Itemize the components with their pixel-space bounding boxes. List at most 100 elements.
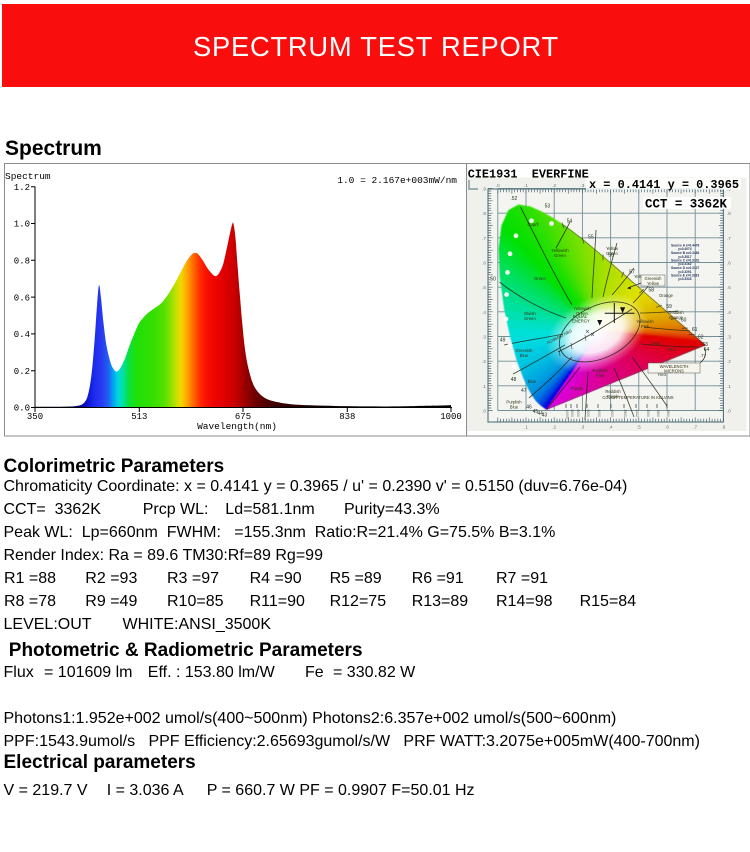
svg-text:62: 62 [698, 335, 704, 341]
svg-text:Pink: Pink [652, 341, 661, 346]
svg-text:COLOR TEMPERATURE IN KELVINS: COLOR TEMPERATURE IN KELVINS [602, 395, 673, 400]
svg-text:Purple: Purple [607, 394, 620, 399]
svg-text:46: 46 [526, 405, 532, 411]
svg-text:Blue: Blue [528, 379, 537, 384]
svg-text:60: 60 [681, 318, 687, 324]
svg-text:0.4: 0.4 [14, 330, 30, 340]
svg-text:.8: .8 [727, 211, 731, 216]
svg-text:Yellowish: Yellowish [573, 306, 591, 311]
svg-text:838: 838 [339, 412, 355, 422]
svg-text:.9: .9 [482, 187, 486, 192]
svg-text:Source C x=0.3101: Source C x=0.3101 [671, 259, 699, 263]
svg-text:.8: .8 [721, 425, 725, 430]
svg-text:.3: .3 [580, 183, 584, 188]
svg-text:.1: .1 [524, 183, 528, 188]
svg-text:45: 45 [533, 409, 539, 415]
svg-text:Reddish: Reddish [605, 389, 621, 394]
svg-text:y=0.3517: y=0.3517 [671, 255, 692, 259]
svg-text:3000: 3000 [610, 410, 614, 418]
svg-text:43: 43 [542, 412, 548, 418]
svg-text:.6: .6 [665, 425, 669, 430]
svg-text:44: 44 [537, 411, 543, 417]
svg-text:.1: .1 [482, 384, 486, 389]
svg-text:2000: 2000 [646, 410, 650, 418]
svg-text:Reddish: Reddish [668, 310, 684, 315]
svg-text:Yellow: Yellow [647, 281, 660, 286]
svg-text:Green: Green [576, 311, 588, 316]
svg-text:WAVELENGTH: WAVELENGTH [660, 364, 689, 369]
svg-text:MICRONS: MICRONS [664, 369, 684, 374]
svg-text:Yellowish: Yellowish [551, 248, 569, 253]
svg-text:Bluish: Bluish [524, 311, 536, 316]
svg-text:.77: .77 [700, 353, 706, 358]
svg-text:Green: Green [524, 316, 536, 321]
svg-text:.6: .6 [727, 261, 731, 266]
svg-text:0.2: 0.2 [14, 367, 30, 377]
svg-text:Yellow: Yellow [606, 246, 619, 251]
svg-text:Source E x=0.3333: Source E x=0.3333 [671, 274, 699, 278]
svg-text:Greenish: Greenish [516, 348, 534, 353]
svg-text:Cuprll: Cuprll [528, 222, 539, 227]
svg-text:Red: Red [668, 347, 676, 352]
svg-text:47: 47 [521, 388, 527, 394]
svg-text:513: 513 [131, 412, 147, 422]
svg-text:Yellow: Yellow [634, 274, 647, 279]
svg-text:Blue: Blue [520, 353, 529, 358]
svg-text:56: 56 [608, 253, 614, 259]
svg-text:.0: .0 [482, 409, 486, 414]
svg-text:57: 57 [629, 270, 635, 276]
svg-text:55: 55 [588, 235, 594, 241]
svg-text:.3: .3 [482, 335, 486, 340]
svg-text:1.0: 1.0 [14, 220, 30, 230]
svg-text:Green: Green [606, 251, 618, 256]
svg-text:.5: .5 [727, 285, 731, 290]
svg-text:8000: 8000 [570, 410, 574, 418]
svg-text:Spectrum: Spectrum [5, 171, 51, 182]
svg-text:Green: Green [554, 253, 566, 258]
svg-text:Orange: Orange [669, 315, 684, 320]
svg-text:6000: 6000 [576, 410, 580, 418]
svg-text:.2: .2 [482, 359, 486, 364]
svg-text:0.6: 0.6 [14, 293, 30, 303]
svg-text:.4: .4 [727, 310, 731, 315]
svg-text:.1: .1 [727, 384, 731, 389]
svg-text:y=0.4074: y=0.4074 [671, 247, 692, 251]
svg-text:50: 50 [490, 277, 496, 283]
svg-text:Yellowish: Yellowish [636, 319, 654, 324]
svg-text:58: 58 [649, 288, 655, 294]
svg-text:CIE1931 EVERFINE: CIE1931 EVERFINE [468, 168, 589, 182]
svg-text:ENERGY: ENERGY [572, 319, 590, 324]
svg-text:53: 53 [545, 204, 551, 210]
svg-text:1000: 1000 [440, 412, 462, 422]
svg-text:Green: Green [534, 276, 546, 281]
svg-text:64: 64 [704, 347, 710, 353]
svg-text:Pink: Pink [596, 373, 605, 378]
svg-text:Greenish: Greenish [645, 276, 663, 281]
svg-text:54: 54 [567, 218, 573, 224]
svg-text:.0: .0 [496, 183, 500, 188]
svg-text:675: 675 [235, 412, 251, 422]
svg-text:Red: Red [658, 372, 666, 377]
svg-text:Source A x=0.4476: Source A x=0.4476 [671, 244, 699, 248]
svg-text:Purplish: Purplish [506, 400, 522, 405]
svg-text:350: 350 [27, 412, 43, 422]
svg-text:.6: .6 [482, 261, 486, 266]
svg-text:Wavelength(nm): Wavelength(nm) [197, 421, 277, 432]
svg-text:.52: .52 [510, 196, 517, 202]
svg-text:.2: .2 [727, 359, 731, 364]
svg-text:Purple: Purple [571, 386, 584, 391]
svg-text:2222: 2222 [635, 410, 639, 418]
svg-text:.5: .5 [637, 425, 641, 430]
svg-text:10000: 10000 [565, 410, 569, 420]
svg-text:61: 61 [692, 327, 698, 333]
svg-text:.4: .4 [482, 310, 486, 315]
svg-text:4000: 4000 [597, 410, 601, 418]
svg-text:.3: .3 [580, 425, 584, 430]
svg-text:Source D x=0.3127: Source D x=0.3127 [671, 266, 699, 270]
svg-text:y=0.3333: y=0.3333 [671, 277, 692, 281]
svg-text:CCT = 3362K: CCT = 3362K [645, 197, 727, 212]
svg-text:.1: .1 [524, 425, 528, 430]
svg-text:49: 49 [500, 338, 506, 344]
svg-text:Orange: Orange [659, 293, 674, 298]
svg-text:5000: 5000 [586, 410, 590, 418]
